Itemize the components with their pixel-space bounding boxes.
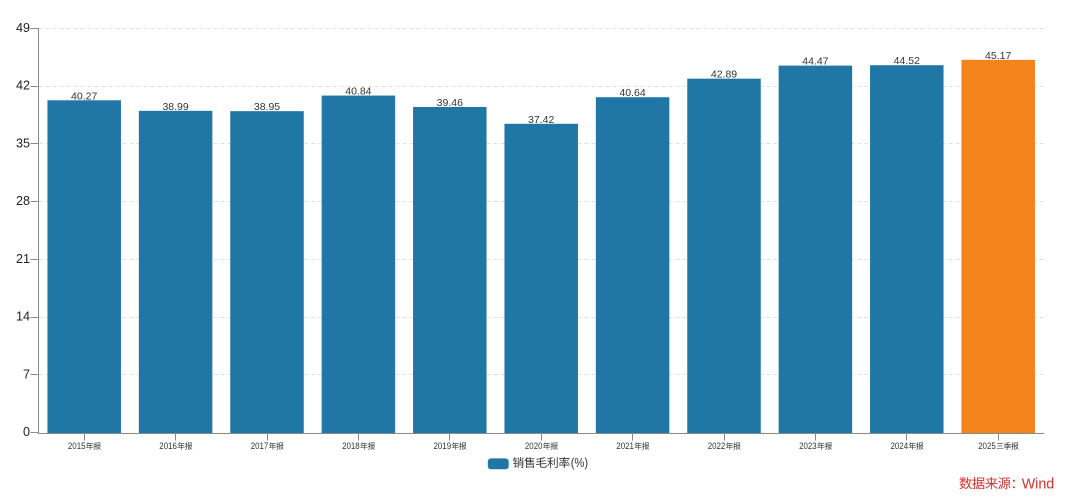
svg-text:2018: 2018	[342, 441, 360, 451]
svg-text:2019: 2019	[434, 441, 452, 451]
svg-text:2021: 2021	[616, 441, 634, 451]
svg-text:Wind: Wind	[1022, 476, 1055, 492]
svg-text:44.52: 44.52	[894, 55, 920, 67]
svg-text:2015: 2015	[68, 441, 86, 451]
svg-text:40.27: 40.27	[71, 90, 97, 102]
svg-text:(%): (%)	[571, 456, 589, 470]
svg-text:39.46: 39.46	[437, 97, 463, 109]
svg-text:35: 35	[16, 136, 30, 150]
svg-text:2020: 2020	[525, 441, 543, 451]
svg-text:42.89: 42.89	[711, 69, 737, 81]
svg-text:45.17: 45.17	[985, 50, 1011, 62]
svg-text:44.47: 44.47	[802, 56, 828, 68]
svg-text:42: 42	[16, 79, 30, 93]
svg-text:2016: 2016	[159, 441, 177, 451]
svg-text:0: 0	[23, 425, 30, 439]
svg-text:2022: 2022	[708, 441, 726, 451]
svg-text:40.64: 40.64	[619, 87, 645, 99]
svg-text:14: 14	[16, 310, 30, 324]
svg-text:28: 28	[16, 194, 30, 208]
svg-text:2025: 2025	[978, 441, 996, 451]
svg-text:2017: 2017	[251, 441, 269, 451]
svg-text:7: 7	[23, 367, 30, 381]
svg-text:37.42: 37.42	[528, 114, 554, 126]
svg-text:40.84: 40.84	[345, 86, 371, 98]
svg-text:38.95: 38.95	[254, 101, 280, 113]
svg-text:2024: 2024	[891, 441, 909, 451]
svg-text:21: 21	[16, 252, 30, 266]
svg-text:2023: 2023	[799, 441, 817, 451]
svg-text:38.99: 38.99	[162, 101, 188, 113]
svg-text:49: 49	[16, 21, 30, 35]
